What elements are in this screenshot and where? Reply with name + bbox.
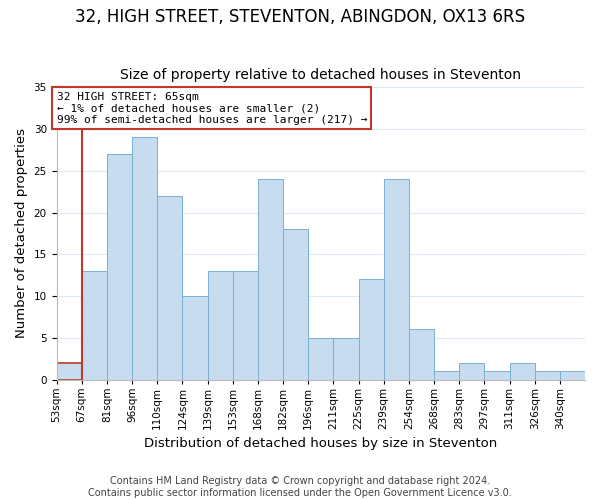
Bar: [182, 296, 208, 380]
Bar: [157, 196, 182, 380]
Text: 32 HIGH STREET: 65sqm
← 1% of detached houses are smaller (2)
99% of semi-detach: 32 HIGH STREET: 65sqm ← 1% of detached h…: [56, 92, 367, 125]
Bar: [509, 363, 535, 380]
Bar: [82, 271, 107, 380]
Bar: [208, 271, 233, 380]
Bar: [459, 363, 484, 380]
Bar: [409, 330, 434, 380]
Bar: [484, 371, 509, 380]
Text: Contains HM Land Registry data © Crown copyright and database right 2024.
Contai: Contains HM Land Registry data © Crown c…: [88, 476, 512, 498]
X-axis label: Distribution of detached houses by size in Steventon: Distribution of detached houses by size …: [144, 437, 497, 450]
Text: 32, HIGH STREET, STEVENTON, ABINGDON, OX13 6RS: 32, HIGH STREET, STEVENTON, ABINGDON, OX…: [75, 8, 525, 26]
Bar: [132, 138, 157, 380]
Bar: [107, 154, 132, 380]
Y-axis label: Number of detached properties: Number of detached properties: [15, 128, 28, 338]
Bar: [56, 363, 82, 380]
Bar: [535, 371, 560, 380]
Bar: [283, 230, 308, 380]
Bar: [359, 280, 383, 380]
Bar: [434, 371, 459, 380]
Bar: [334, 338, 359, 380]
Bar: [560, 371, 585, 380]
Bar: [383, 179, 409, 380]
Bar: [258, 179, 283, 380]
Bar: [308, 338, 334, 380]
Bar: [233, 271, 258, 380]
Title: Size of property relative to detached houses in Steventon: Size of property relative to detached ho…: [120, 68, 521, 82]
